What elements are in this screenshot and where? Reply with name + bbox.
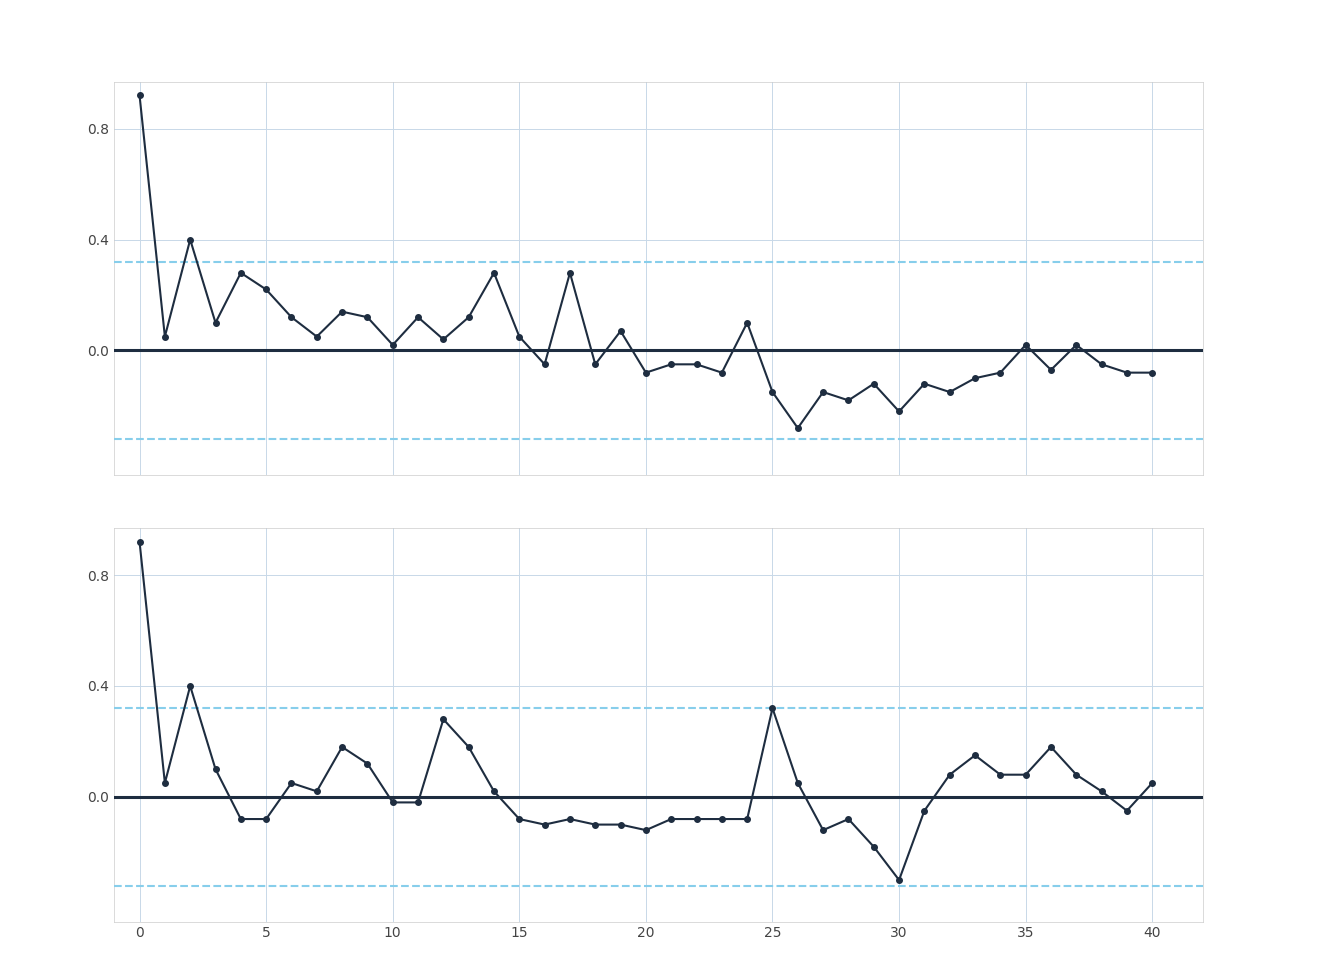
Text: PACF: PACF (1220, 706, 1236, 744)
Text: ACF: ACF (1220, 264, 1236, 293)
Text: 1_REGRESSION WITH ARIMA(1,0,2) ERRORS: 1_REGRESSION WITH ARIMA(1,0,2) ERRORS (456, 46, 862, 64)
